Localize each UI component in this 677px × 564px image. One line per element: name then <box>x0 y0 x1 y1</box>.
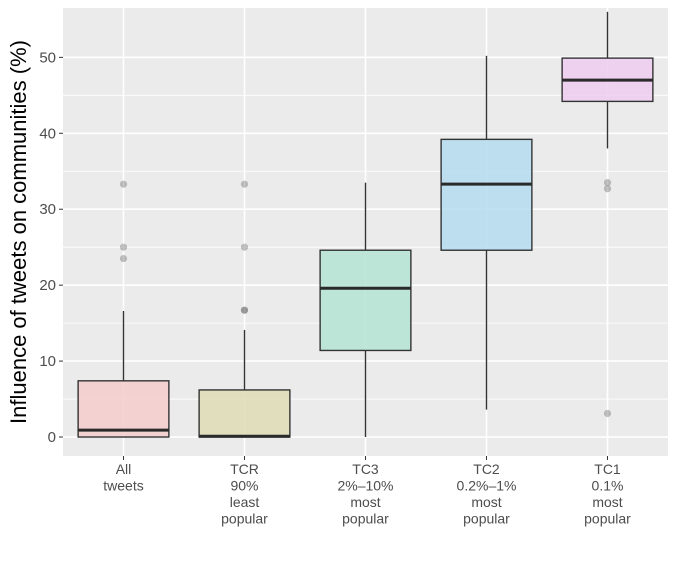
y-tick-label: 30 <box>39 201 56 218</box>
box-group <box>77 180 170 438</box>
box-iqr <box>198 389 291 438</box>
y-axis-title: Influence of tweets on communities (%) <box>6 40 31 424</box>
outlier-point <box>240 180 249 188</box>
x-tick-label: TCR 90% least popular <box>221 461 268 527</box>
y-tick-label: 10 <box>39 353 56 370</box>
y-axis-ticks: 0 10 20 30 40 50 <box>39 49 63 446</box>
outlier-point <box>603 179 612 187</box>
y-tick-label: 40 <box>39 125 56 142</box>
box-iqr <box>440 138 533 251</box>
y-tick-label: 0 <box>48 429 56 446</box>
x-tick-label: TC2 0.2%–1% most popular <box>457 461 517 527</box>
outlier-point <box>240 243 249 251</box>
y-tick-label: 20 <box>39 277 56 294</box>
outlier-point <box>603 185 612 193</box>
box-iqr <box>319 249 412 352</box>
boxes <box>77 11 654 438</box>
box-group <box>319 182 412 438</box>
box-group <box>561 11 654 418</box>
outlier-point <box>603 409 612 418</box>
box-iqr <box>77 380 170 438</box>
box-group <box>440 55 533 410</box>
y-tick-label: 50 <box>39 49 56 66</box>
x-axis-ticks: All tweets TCR 90% least popular TC3 2%–10% most… <box>103 456 631 527</box>
outlier-point <box>240 306 249 314</box>
outlier-point <box>119 243 128 251</box>
outlier-point <box>119 180 128 188</box>
x-tick-label: All tweets <box>103 461 143 494</box>
x-tick-label: TC1 0.1% most popular <box>584 461 631 527</box>
outlier-point <box>119 254 128 263</box>
x-tick-label: TC3 2%–10% most popular <box>337 461 393 527</box>
outlier-point <box>240 306 249 314</box>
box-group <box>198 180 291 438</box>
